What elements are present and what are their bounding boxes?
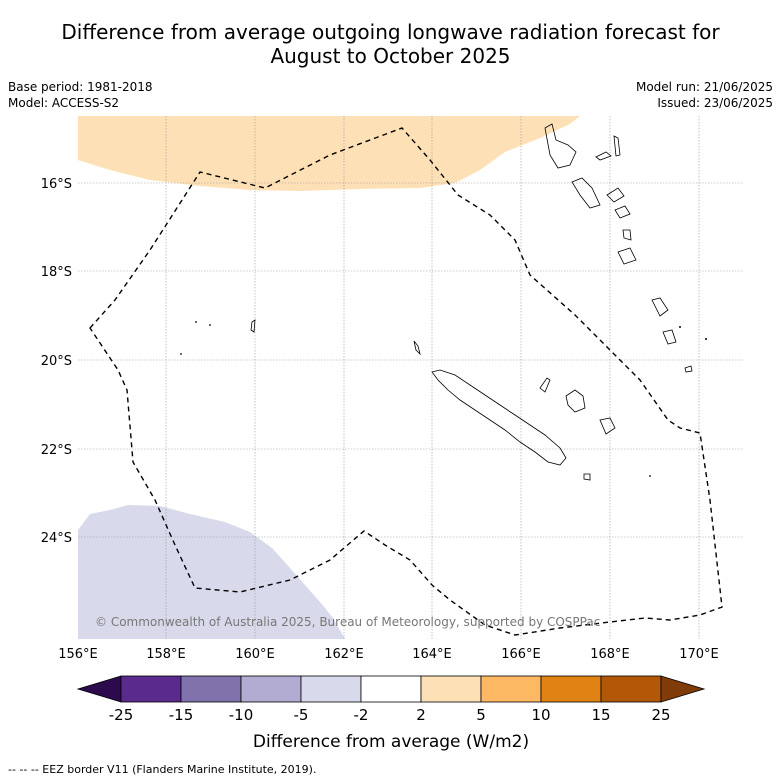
colorbar-extend-high	[660, 675, 706, 703]
anomaly-negative-region	[78, 505, 345, 639]
longitude-labels: 156°E 158°E 160°E 162°E 164°E 166°E 168°…	[58, 647, 719, 662]
lon-label: 166°E	[501, 647, 541, 662]
reef-chesterfield	[250, 319, 256, 333]
base-period: Base period: 1981-2018	[8, 80, 153, 94]
lat-label: 22°S	[41, 443, 72, 458]
lon-label: 162°E	[324, 647, 364, 662]
island-belep	[413, 340, 421, 356]
gridlines	[78, 116, 743, 639]
colorbar-tick-label: -2	[354, 706, 369, 724]
island-efate	[614, 205, 631, 219]
colorbar-tick-label: -5	[294, 706, 309, 724]
map-panel: © Commonwealth of Australia 2025, Bureau…	[78, 116, 743, 639]
meta-right: Model run: 21/06/2025 Issued: 23/06/2025	[636, 79, 773, 111]
reef-dot-4	[679, 326, 681, 328]
island-espiritu-santo	[544, 123, 577, 169]
colorbar-tick-label: -10	[229, 706, 254, 724]
colorbar-swatch	[180, 675, 242, 703]
colorbar-tick-labels: -25 -15 -10 -5 -2 2 5 10 15 25	[109, 706, 671, 724]
colorbar-swatch	[420, 675, 482, 703]
island-small-east	[684, 365, 693, 373]
colorbar-extend-low	[76, 675, 122, 703]
island-mare	[599, 417, 616, 435]
model-name: Model: ACCESS-S2	[8, 96, 120, 110]
new-caledonia-mainland	[431, 369, 567, 466]
lat-label: 24°S	[41, 531, 72, 546]
colorbar-tick-label: 25	[651, 706, 670, 724]
lon-label: 164°E	[412, 647, 452, 662]
colorbar-swatch	[360, 675, 422, 703]
colorbar-swatch	[600, 675, 662, 703]
reef-dot-2	[209, 324, 211, 326]
map-title: Difference from average outgoing longwav…	[0, 20, 781, 68]
colorbar-swatch	[120, 675, 182, 703]
colorbar-tick-label: 15	[591, 706, 610, 724]
meta-left: Base period: 1981-2018 Model: ACCESS-S2	[8, 79, 153, 111]
colorbar-tick-label: -15	[169, 706, 194, 724]
lon-label: 160°E	[235, 647, 275, 662]
island-maewo	[613, 135, 621, 157]
lon-label: 158°E	[146, 647, 186, 662]
colorbar-title: Difference from average (W/m2)	[253, 732, 529, 752]
lon-label: 156°E	[58, 647, 98, 662]
model-run: Model run: 21/06/2025	[635, 80, 773, 94]
lon-label: 170°E	[679, 647, 719, 662]
anomaly-positive-region	[78, 116, 580, 191]
copyright-text: © Commonwealth of Australia 2025, Bureau…	[95, 615, 600, 629]
colorbar-tick-label: 10	[531, 706, 550, 724]
island-erromango	[622, 229, 632, 241]
island-loyalty-east	[662, 329, 677, 345]
title-line-1: Difference from average outgoing longwav…	[61, 20, 720, 44]
island-malekula	[571, 177, 601, 209]
island-tanna	[617, 247, 637, 265]
reef-dot-3	[180, 353, 182, 355]
title-line-2: August to October 2025	[270, 44, 511, 68]
lon-label: 168°E	[590, 647, 630, 662]
reef-dot-6	[649, 475, 651, 477]
island-loyalty-north	[651, 297, 669, 317]
island-epi	[606, 187, 625, 203]
lat-label: 18°S	[41, 265, 72, 280]
island-ambae	[595, 151, 612, 161]
colorbar-tick-label: -25	[109, 706, 134, 724]
island-pines	[583, 473, 591, 481]
colorbar-tick-label: 5	[476, 706, 486, 724]
eez-border	[89, 127, 723, 636]
latitude-labels: 16°S 18°S 20°S 22°S 24°S	[41, 177, 72, 546]
colorbar-swatch	[480, 675, 542, 703]
colorbar-swatch	[300, 675, 362, 703]
island-lifou	[565, 389, 586, 413]
lat-label: 20°S	[41, 354, 72, 369]
issued-date: Issued: 23/06/2025	[657, 96, 773, 110]
colorbar-swatch	[240, 675, 302, 703]
island-ouvea	[539, 377, 551, 393]
colorbar	[76, 675, 706, 703]
legend-footer: -- -- -- EEZ border V11 (Flanders Marine…	[8, 763, 317, 776]
reef-dot-5	[705, 338, 707, 340]
reef-dot-1	[195, 321, 197, 323]
colorbar-swatch	[540, 675, 602, 703]
colorbar-tick-label: 2	[416, 706, 426, 724]
lat-label: 16°S	[41, 177, 72, 192]
